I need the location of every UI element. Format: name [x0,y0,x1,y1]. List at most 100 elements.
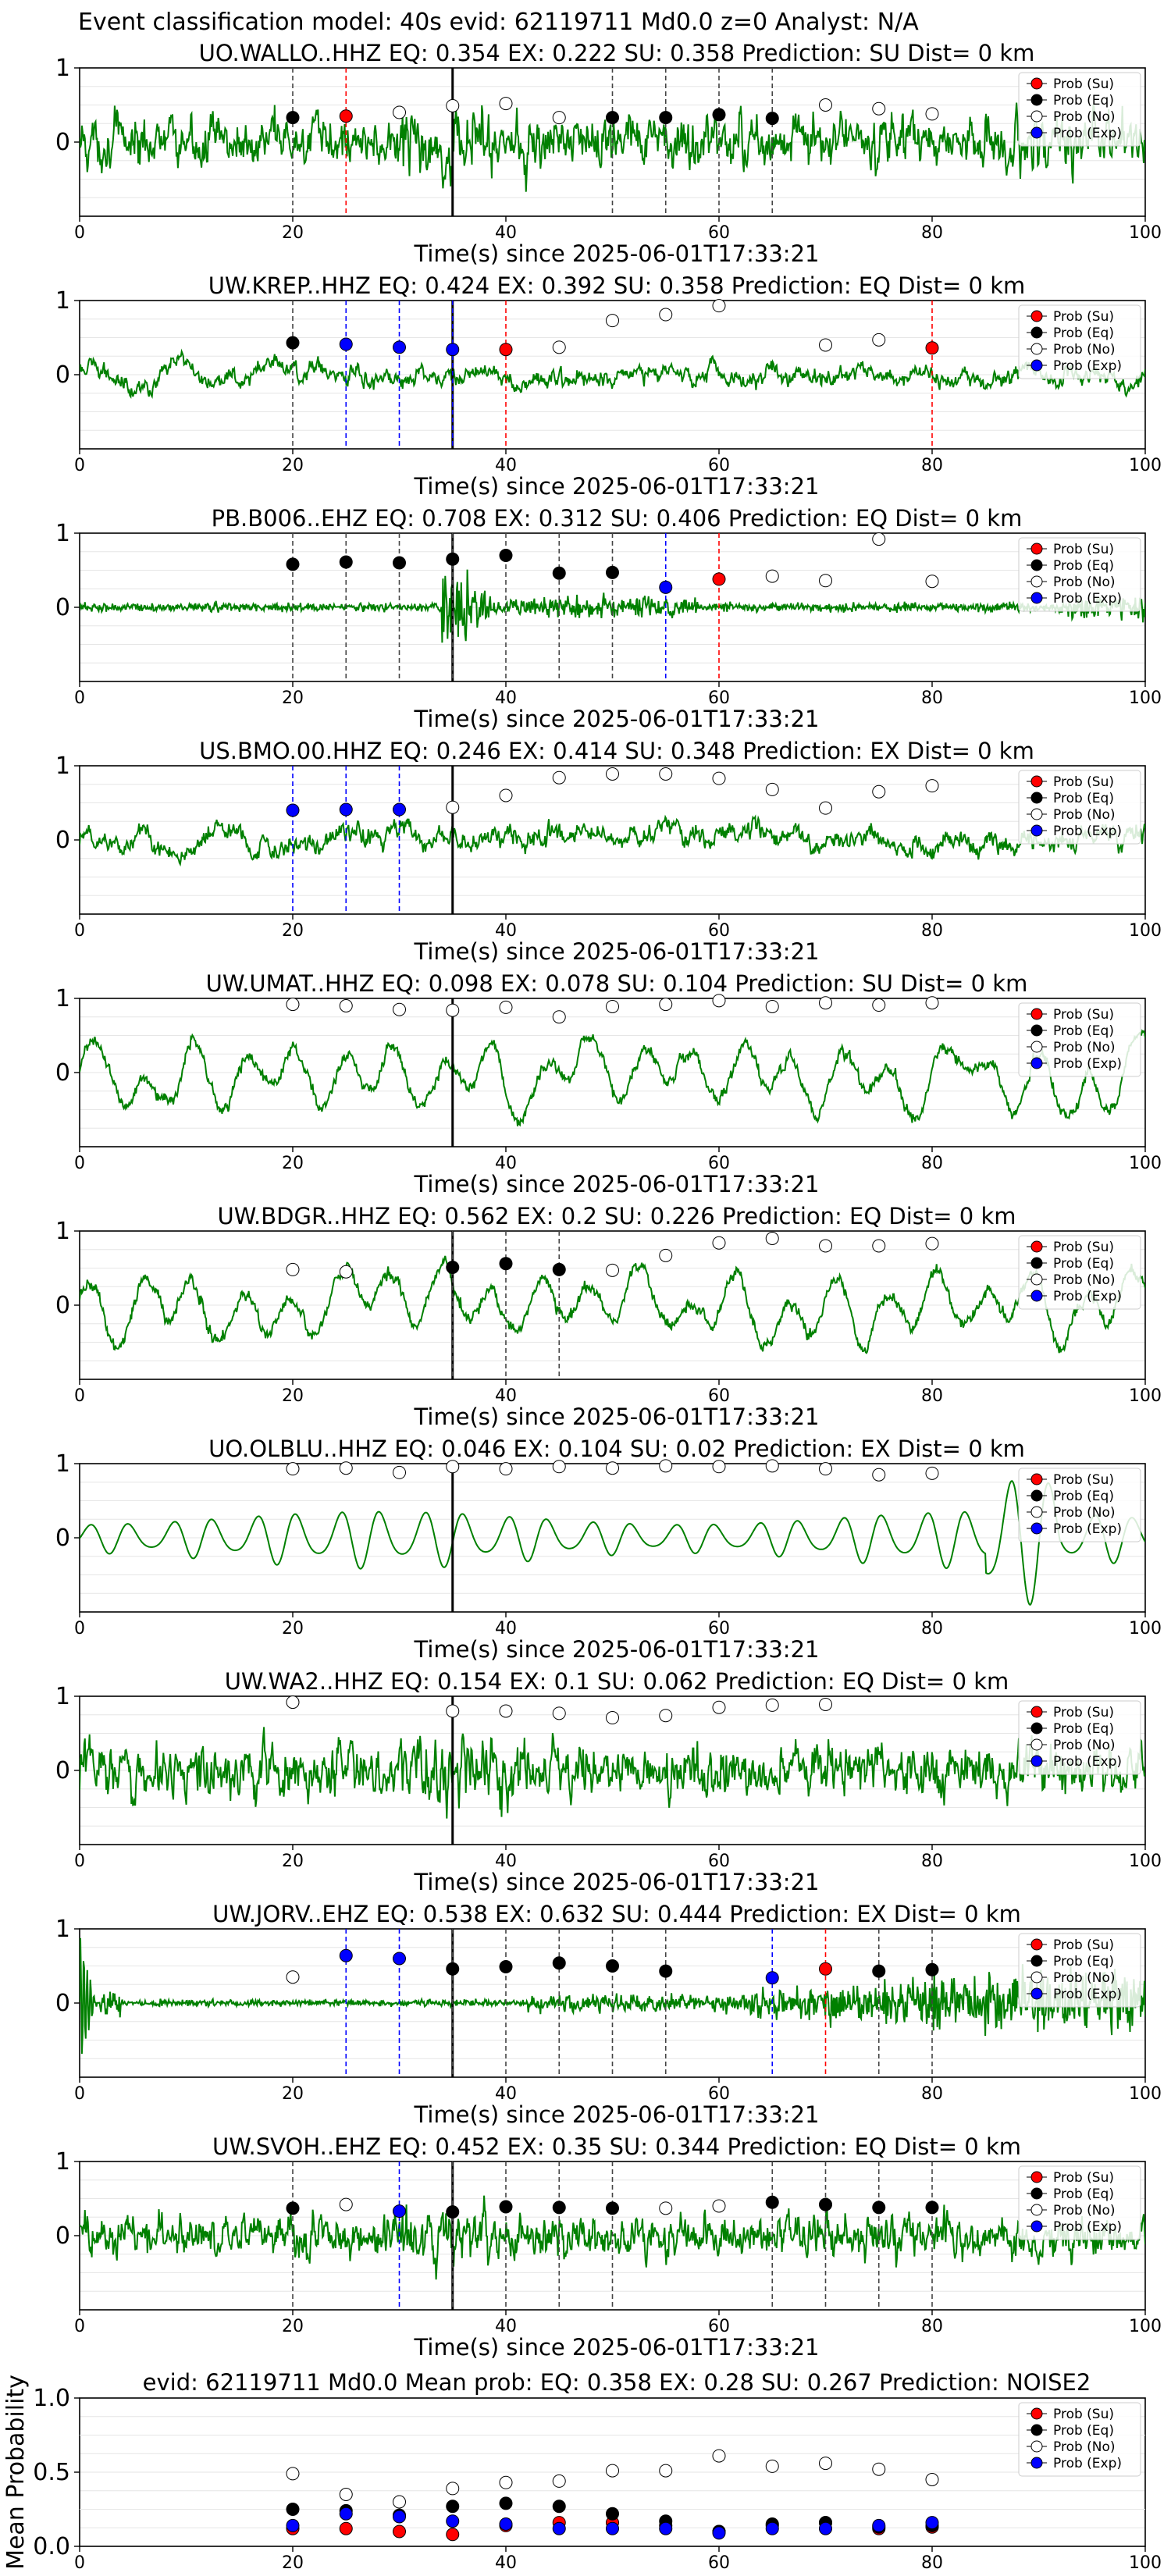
mean-point-exp [819,2521,832,2535]
prob-point-eq [499,549,513,562]
prob-point-no [339,1461,353,1475]
legend-label-no: Prob (No) [1053,342,1116,358]
legend-marker-no [1030,575,1043,588]
prob-point-no [339,2197,353,2211]
legend-frame [1018,1700,1141,1775]
legend-marker-eq [1030,2424,1043,2436]
series-exp [286,2507,939,2540]
prob-point-exp [393,340,406,354]
prob-point-no [659,1709,673,1723]
x-tick-label: 60 [708,2553,730,2573]
mean-probability-panel: evid: 62119711 Md0.0 Mean prob: EQ: 0.35… [2,2369,1162,2573]
prob-point-eq [339,555,353,569]
x-tick-label: 20 [282,223,304,243]
legend-marker-eq [1030,559,1043,571]
prob-point-no [286,1970,300,1984]
legend: Prob (Su)Prob (Eq)Prob (No)Prob (Exp) [1018,304,1141,379]
panel-title: UO.OLBLU..HHZ EQ: 0.046 EX: 0.104 SU: 0.… [208,1436,1025,1462]
legend-label-eq: Prob (Eq) [1053,93,1114,109]
x-tick-label: 0 [74,2553,85,2573]
x-tick-label: 40 [495,2317,517,2336]
waveform-trace [80,569,1145,643]
prob-point-eq [872,1964,886,1978]
x-tick-label: 0 [74,223,85,243]
prob-point-no [872,1239,886,1253]
panel-title: PB.B006..EHZ EQ: 0.708 EX: 0.312 SU: 0.4… [212,505,1023,532]
legend-label-su: Prob (Su) [1053,1705,1114,1720]
station-panel: PB.B006..EHZ EQ: 0.708 EX: 0.312 SU: 0.4… [55,505,1162,732]
x-tick-label: 0 [74,2084,85,2104]
mean-point-no [819,2457,832,2471]
legend-marker-eq [1030,1955,1043,1967]
panel-title: US.BMO.00.HHZ EQ: 0.246 EX: 0.414 SU: 0.… [199,738,1034,764]
legend-label-exp: Prob (Exp) [1053,1521,1122,1537]
prob-point-no [659,1459,673,1473]
prob-point-exp [765,1971,779,1985]
legend-marker-eq [1030,792,1043,804]
legend-marker-su [1030,1473,1043,1485]
y-tick-label: 1 [55,2148,70,2176]
prob-point-no [819,996,832,1010]
mean-point-no [606,2464,619,2478]
legend-marker-exp [1030,1290,1043,1302]
prob-point-eq [446,1962,460,1976]
mean-point-exp [499,2517,513,2531]
prob-point-eq [606,1959,619,1973]
prob-point-no [872,532,886,546]
legend-marker-exp [1030,1755,1043,1767]
prob-point-no [925,1236,939,1251]
x-tick-label: 40 [495,2553,517,2573]
x-tick-label: 40 [495,1619,517,1638]
legend-marker-eq [1030,1024,1043,1037]
prob-point-no [765,782,779,796]
prob-point-no [393,1465,406,1479]
y-tick-label: 0 [55,129,70,156]
y-tick-label: 0 [55,1059,70,1087]
legend-frame [1018,2402,1141,2477]
x-tick-label: 100 [1129,921,1162,941]
prob-point-no [659,308,673,322]
prob-point-no [925,996,939,1010]
waveform-trace [80,1480,1145,1606]
legend-marker-exp [1030,824,1043,837]
legend-label-eq: Prob (Eq) [1053,558,1114,574]
x-tick-label: 80 [921,2317,943,2336]
x-tick-label: 80 [921,1852,943,1871]
y-tick-label: 1 [55,287,70,315]
legend-marker-eq [1030,1722,1043,1735]
mean-point-no [499,2475,513,2489]
prob-point-eq [499,1257,513,1271]
x-tick-label: 80 [921,456,943,475]
x-tick-label: 60 [708,688,730,708]
prob-point-eq [499,2200,513,2214]
station-panel: UW.WA2..HHZ EQ: 0.154 EX: 0.1 SU: 0.062 … [55,1668,1162,1895]
prob-point-no [925,575,939,589]
prob-point-no [872,333,886,347]
x-tick-label: 80 [921,1386,943,1406]
prob-point-eq [606,565,619,579]
prob-point-no [286,1262,300,1276]
prob-point-eq [712,108,726,122]
x-tick-label: 0 [74,456,85,475]
x-tick-label: 60 [708,2084,730,2104]
mean-point-no [286,2467,300,2481]
x-tick-label: 0 [74,688,85,708]
legend-label-su: Prob (Su) [1053,1240,1114,1255]
x-axis-label: Time(s) since 2025-06-01T17:33:21 [414,1171,820,1197]
prob-point-exp [339,1948,353,1962]
prob-point-no [765,1698,779,1712]
prob-point-eq [446,1261,460,1275]
legend-marker-su [1030,1240,1043,1253]
prob-point-no [925,779,939,793]
legend-label-no: Prob (No) [1053,1970,1116,1986]
x-tick-label: 100 [1129,688,1162,708]
x-tick-label: 20 [282,1852,304,1871]
waveform-trace [80,1029,1145,1127]
legend: Prob (Su)Prob (Eq)Prob (No)Prob (Exp) [1018,1700,1141,1775]
prob-point-eq [286,336,300,350]
legend-label-no: Prob (No) [1053,1272,1116,1288]
legend-marker-su [1030,775,1043,788]
mean-point-eq [552,2500,566,2514]
prob-point-no [712,299,726,313]
y-tick-label: 0 [55,594,70,621]
